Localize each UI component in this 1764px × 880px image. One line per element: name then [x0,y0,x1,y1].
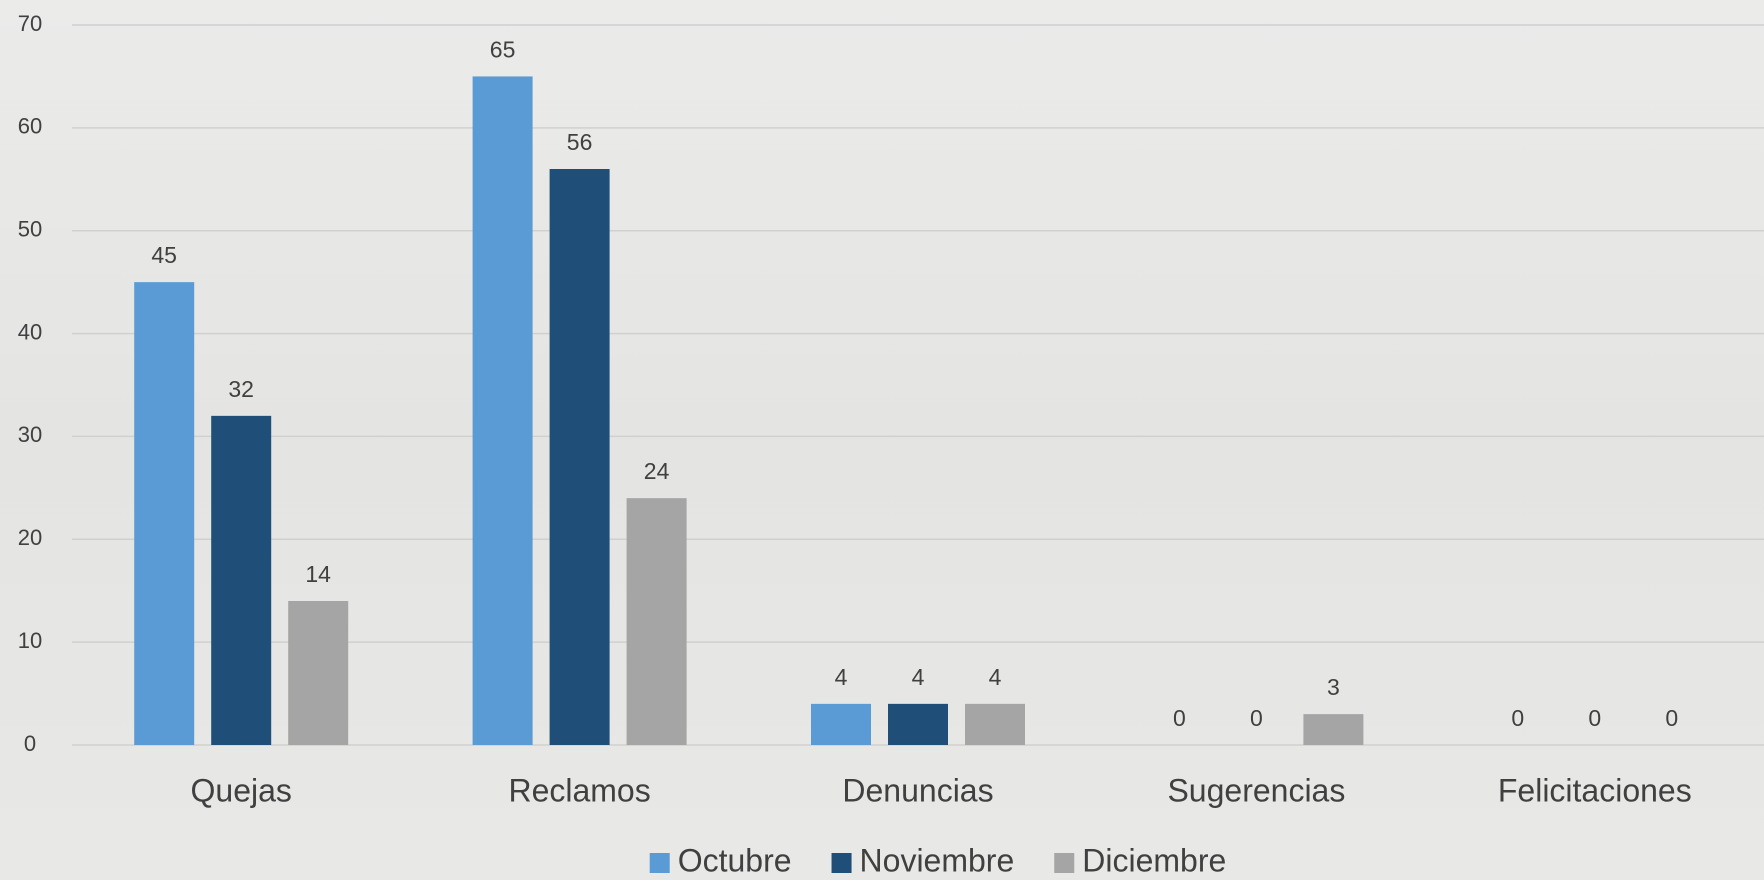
legend-label: Octubre [678,842,792,878]
y-tick-label: 60 [18,114,42,139]
legend-item: Diciembre [1054,842,1226,878]
x-tick-label: Sugerencias [1167,772,1345,808]
y-tick-label: 20 [18,525,42,550]
y-tick-label: 10 [18,628,42,653]
data-label: 0 [1511,705,1524,731]
data-label: 0 [1250,705,1263,731]
bar [965,703,1025,745]
bar [888,703,948,745]
y-tick-label: 70 [18,11,42,36]
x-tick-label: Quejas [191,772,292,808]
bar [134,282,195,745]
data-label: 65 [490,37,516,63]
y-tick-label: 50 [18,217,42,242]
bar [472,76,533,745]
data-label: 56 [567,129,593,155]
bar [288,601,349,745]
legend-swatch [1054,853,1075,873]
legend-swatch [649,853,670,873]
y-tick-label: 0 [24,731,36,756]
data-label: 4 [989,664,1002,690]
data-label: 3 [1327,674,1340,700]
y-tick-label: 40 [18,319,42,344]
data-label: 4 [912,664,925,690]
bar [211,415,272,745]
legend-item: Octubre [649,842,792,878]
y-tick-label: 30 [18,422,42,447]
data-label: 24 [644,458,670,484]
data-label: 32 [228,376,254,402]
x-tick-label: Denuncias [842,772,993,808]
x-tick-label: Reclamos [508,772,650,808]
legend-swatch [831,853,852,873]
bar [549,169,610,745]
legend-label: Diciembre [1082,842,1226,878]
data-label: 0 [1173,705,1186,731]
legend-label: Noviembre [860,842,1015,878]
legend-item: Noviembre [831,842,1015,878]
x-tick-label: Felicitaciones [1498,772,1692,808]
data-label: 0 [1588,705,1601,731]
bar [811,703,871,745]
data-label: 0 [1665,705,1678,731]
bar [626,498,687,745]
data-label: 45 [151,242,177,268]
data-label: 14 [305,561,331,587]
bar [1303,714,1364,745]
data-label: 4 [835,664,848,690]
